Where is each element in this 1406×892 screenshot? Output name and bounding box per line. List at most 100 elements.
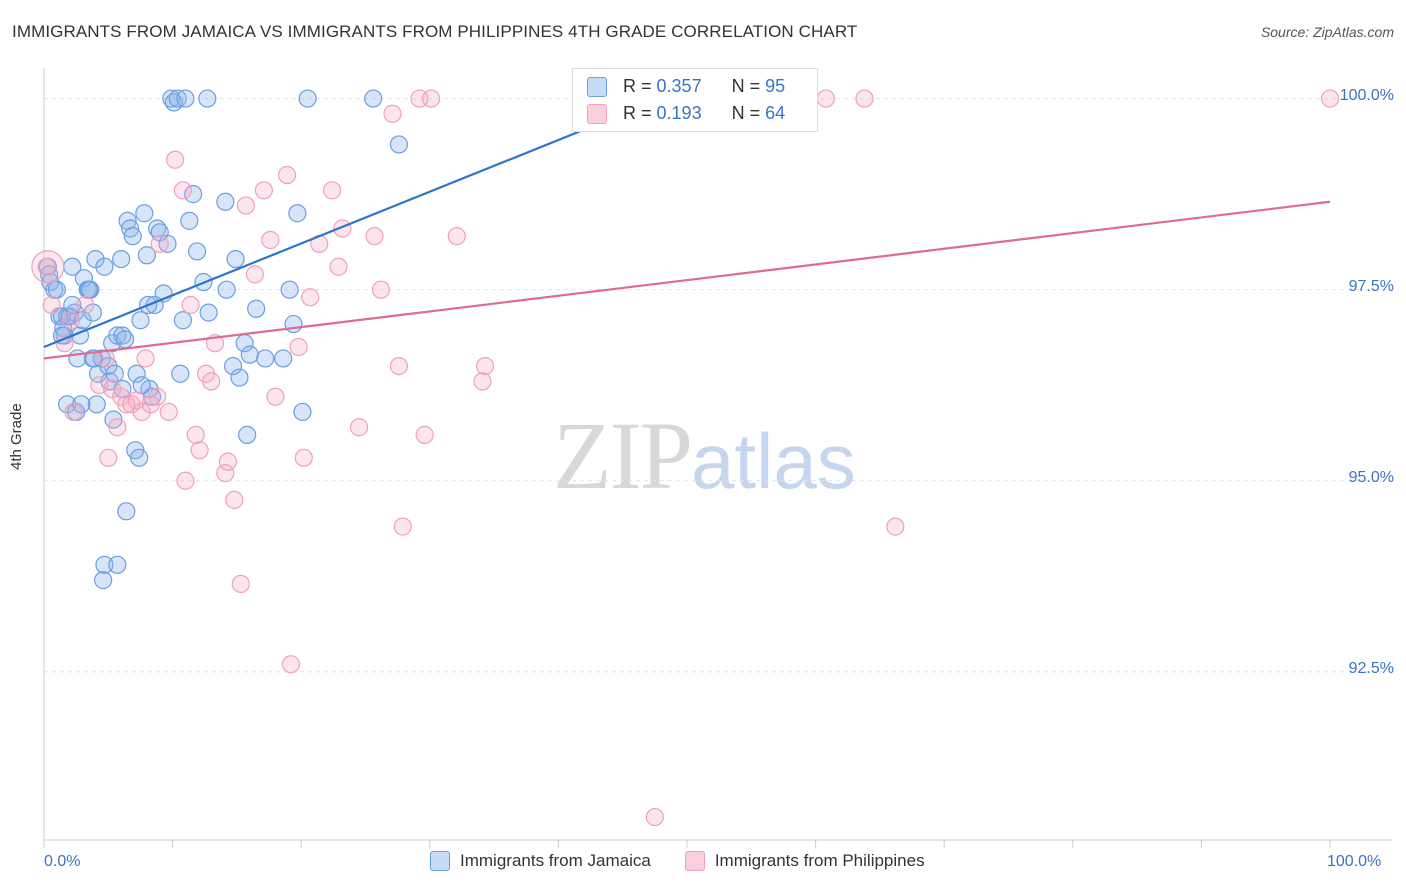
watermark-atlas: atlas bbox=[691, 417, 856, 505]
data-point-jamaica bbox=[184, 185, 203, 204]
y-tick-label-92-5: 92.5% bbox=[1348, 660, 1394, 677]
n-label: N = bbox=[731, 76, 761, 96]
stats-row-philippines: R = 0.193 N = 64 bbox=[587, 103, 785, 124]
data-point-jamaica bbox=[130, 448, 149, 467]
data-point-jamaica bbox=[117, 502, 136, 521]
data-point-philippines bbox=[475, 356, 495, 376]
data-point-philippines bbox=[365, 227, 384, 246]
data-point-philippines bbox=[141, 395, 160, 414]
data-point-jamaica bbox=[238, 425, 257, 444]
data-point-jamaica bbox=[187, 242, 207, 261]
data-point-philippines bbox=[159, 402, 178, 422]
stats-box: R = 0.357 N = 95 R = 0.193 N = 64 bbox=[572, 68, 818, 132]
x-tick-label-max: 100.0% bbox=[1327, 853, 1382, 870]
data-point-jamaica bbox=[131, 311, 150, 330]
n-label: N = bbox=[731, 103, 761, 123]
data-point-jamaica bbox=[115, 330, 135, 349]
data-point-philippines bbox=[190, 441, 209, 460]
data-point-jamaica bbox=[389, 135, 409, 154]
data-point-philippines bbox=[76, 295, 95, 315]
data-point-jamaica bbox=[171, 364, 190, 383]
y-tick-label-97-5: 97.5% bbox=[1348, 278, 1394, 295]
data-point-jamaica bbox=[63, 295, 82, 315]
data-point-jamaica bbox=[216, 192, 235, 211]
data-point-jamaica bbox=[284, 314, 303, 334]
data-point-jamaica bbox=[240, 345, 259, 364]
data-point-jamaica bbox=[247, 299, 266, 318]
jamaica-swatch bbox=[587, 76, 607, 97]
data-point-philippines bbox=[277, 165, 297, 185]
data-point-philippines bbox=[294, 448, 313, 467]
data-point-philippines bbox=[136, 349, 155, 368]
data-point-jamaica bbox=[94, 571, 113, 590]
source-label: Source: ZipAtlas.com bbox=[1260, 24, 1394, 40]
data-point-philippines bbox=[108, 418, 127, 437]
data-point-jamaica bbox=[176, 89, 195, 108]
zipatlas-watermark: ZIPatlas bbox=[553, 400, 856, 511]
data-point-jamaica bbox=[168, 89, 187, 108]
data-point-philippines bbox=[383, 104, 402, 123]
data-point-jamaica bbox=[158, 234, 177, 253]
data-point-philippines bbox=[176, 471, 195, 490]
philippines-r-value: 0.193 bbox=[656, 103, 702, 123]
data-point-jamaica bbox=[230, 368, 249, 387]
data-point-jamaica bbox=[127, 364, 146, 383]
data-point-philippines bbox=[127, 391, 146, 410]
data-point-jamaica bbox=[223, 356, 243, 376]
data-point-philippines bbox=[349, 418, 369, 437]
x-tick-label-min: 0.0% bbox=[44, 853, 81, 870]
data-point-philippines bbox=[301, 288, 320, 307]
data-point-philippines bbox=[236, 196, 256, 215]
data-point-jamaica bbox=[137, 246, 156, 265]
data-point-jamaica bbox=[113, 379, 132, 399]
data-point-jamaica bbox=[79, 280, 99, 299]
r-label: R = bbox=[623, 103, 652, 123]
jamaica-n-value: 95 bbox=[765, 76, 786, 96]
data-point-jamaica bbox=[180, 211, 199, 230]
data-point-jamaica bbox=[274, 349, 293, 368]
philippines-swatch bbox=[587, 103, 607, 124]
data-point-jamaica bbox=[83, 349, 102, 368]
stats-row-jamaica: R = 0.357 N = 95 bbox=[587, 76, 785, 97]
data-point-philippines bbox=[266, 387, 285, 406]
data-point-jamaica bbox=[123, 227, 142, 246]
data-point-jamaica bbox=[68, 349, 87, 368]
data-point-philippines bbox=[289, 337, 308, 357]
legend-label-philippines: Immigrants from Philippines bbox=[714, 851, 925, 870]
data-point-jamaica bbox=[132, 376, 151, 395]
data-point-philippines bbox=[645, 807, 664, 827]
y-tick-label-95: 95.0% bbox=[1348, 469, 1394, 486]
data-point-philippines bbox=[218, 452, 237, 471]
data-point-philippines bbox=[231, 574, 250, 594]
data-point-jamaica bbox=[298, 89, 317, 108]
jamaica-r-value: 0.357 bbox=[656, 76, 702, 96]
data-point-philippines bbox=[415, 425, 434, 444]
data-point-jamaica bbox=[87, 395, 106, 414]
data-point-jamaica bbox=[72, 395, 91, 414]
data-point-jamaica bbox=[105, 364, 124, 383]
data-point-jamaica bbox=[142, 387, 162, 406]
chart-legend: Immigrants from Jamaica Immigrants from … bbox=[430, 851, 959, 871]
chart-title: IMMIGRANTS FROM JAMAICA VS IMMIGRANTS FR… bbox=[12, 22, 858, 41]
data-point-philippines bbox=[393, 517, 412, 536]
data-point-philippines bbox=[322, 181, 342, 200]
data-point-jamaica bbox=[217, 280, 236, 299]
data-point-philippines bbox=[42, 295, 61, 315]
data-point-philippines bbox=[148, 387, 167, 406]
legend-item-philippines[interactable]: Immigrants from Philippines bbox=[684, 851, 925, 871]
watermark-zip: ZIP bbox=[553, 402, 693, 509]
data-point-philippines bbox=[254, 181, 274, 200]
data-point-jamaica bbox=[54, 318, 73, 337]
data-point-philippines bbox=[886, 517, 905, 536]
data-point-philippines bbox=[166, 150, 185, 169]
data-point-jamaica bbox=[288, 204, 307, 223]
trend-line-philippines bbox=[43, 200, 1331, 360]
data-point-jamaica bbox=[173, 311, 192, 330]
data-point-jamaica bbox=[364, 89, 383, 108]
data-point-philippines bbox=[281, 655, 301, 674]
y-tick-label-100: 100.0% bbox=[1339, 87, 1394, 104]
data-point-philippines bbox=[389, 356, 409, 376]
legend-item-jamaica[interactable]: Immigrants from Jamaica bbox=[430, 851, 651, 871]
trend-line-jamaica bbox=[43, 97, 662, 349]
